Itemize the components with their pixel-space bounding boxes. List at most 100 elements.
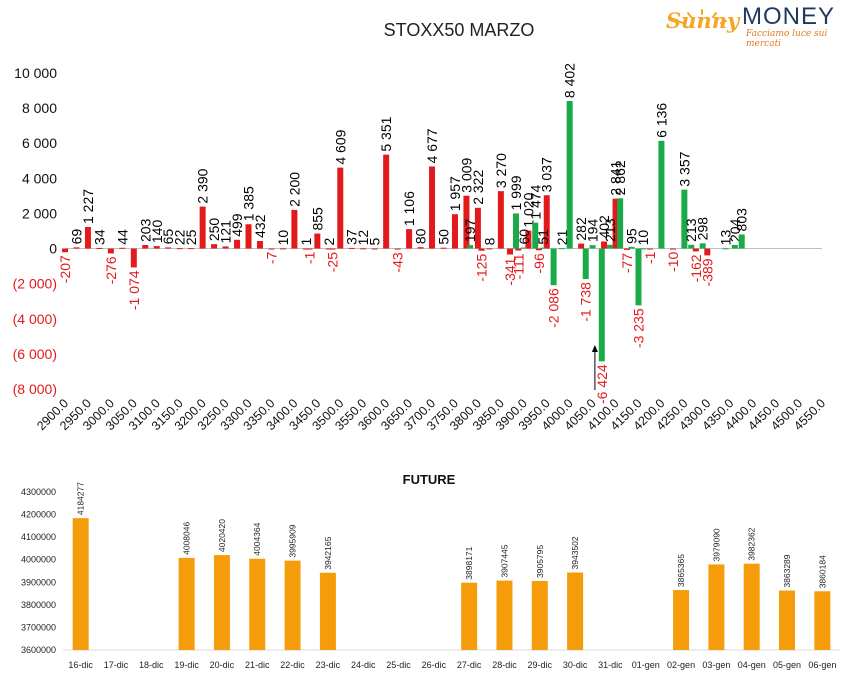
data-label: 3 009 xyxy=(458,157,474,192)
data-label: 2 322 xyxy=(470,170,486,205)
bar xyxy=(486,248,493,250)
data-label: -6 424 xyxy=(594,364,610,404)
data-label: 2 200 xyxy=(286,172,302,207)
data-label: 298 xyxy=(695,217,711,241)
bar xyxy=(429,166,436,249)
x-tick-label: 18-dic xyxy=(139,660,164,670)
bar xyxy=(601,241,608,249)
bar xyxy=(234,239,241,249)
data-label: 121 xyxy=(218,220,234,244)
bar xyxy=(188,248,195,250)
bar xyxy=(406,229,413,249)
y-tick-label: 0 xyxy=(49,241,57,257)
data-label: -1 xyxy=(642,251,658,264)
data-label: 213 xyxy=(683,218,699,242)
x-tick-label: 03-gen xyxy=(702,660,730,670)
chart1-title: STOXX50 MARZO xyxy=(384,20,535,40)
bar xyxy=(130,248,137,268)
data-label: 5 351 xyxy=(378,116,394,151)
data-label: 1 385 xyxy=(241,186,257,221)
bar xyxy=(704,248,711,256)
logo-word-money: MONEY xyxy=(742,3,836,30)
data-label: -125 xyxy=(474,254,490,282)
data-label: 3865365 xyxy=(676,554,686,587)
data-label: 282 xyxy=(573,217,589,241)
data-label: -2 086 xyxy=(546,288,562,328)
data-label: 8 xyxy=(481,237,497,245)
bar xyxy=(607,244,614,249)
bar xyxy=(598,248,605,362)
bar xyxy=(628,246,635,249)
data-label: 140 xyxy=(149,220,165,244)
data-label: 2 390 xyxy=(195,168,211,203)
bar xyxy=(532,222,539,249)
data-label: 4020420 xyxy=(217,519,227,552)
data-label: 37 xyxy=(344,229,360,245)
data-label: 2 841 xyxy=(608,160,624,195)
y-tick-label: (4 000) xyxy=(13,311,57,327)
data-label: 197 xyxy=(462,219,478,243)
bar xyxy=(589,245,596,249)
bar xyxy=(692,248,699,252)
x-tick-label: 04-gen xyxy=(738,660,766,670)
x-tick-label: 02-gen xyxy=(667,660,695,670)
y-tick-label: (6 000) xyxy=(13,346,57,362)
y-tick-label: 4 000 xyxy=(22,170,57,186)
bar xyxy=(738,234,745,249)
bar xyxy=(474,207,481,249)
data-label: 1 227 xyxy=(80,189,96,224)
stoxx50-open-interest-chart: STOXX50 MARZO 10 000 8 000 6 000 4 000 2 000 0… xyxy=(13,20,829,433)
data-label: 803 xyxy=(734,208,750,232)
bar xyxy=(731,244,738,249)
bar xyxy=(722,248,729,250)
bar xyxy=(165,247,172,249)
data-label: 22 xyxy=(172,229,188,245)
x-tick-label: 05-gen xyxy=(773,660,801,670)
data-label: 21 xyxy=(554,229,570,245)
bar xyxy=(291,209,298,249)
data-label: 95 xyxy=(624,228,640,244)
bar xyxy=(578,243,585,249)
data-label: -43 xyxy=(390,252,406,272)
data-label: -389 xyxy=(699,258,715,286)
bar xyxy=(440,247,447,249)
data-label: 10 xyxy=(635,230,651,246)
bar xyxy=(612,198,619,249)
bar xyxy=(658,140,665,249)
data-label: -96 xyxy=(531,253,547,273)
bar xyxy=(635,248,642,306)
data-label: 25 xyxy=(183,229,199,245)
y-tick-label: 3600000 xyxy=(21,645,56,655)
data-label: 5 xyxy=(367,237,383,245)
data-label: -1 xyxy=(302,251,318,264)
x-tick-label: 29-dic xyxy=(528,660,553,670)
sun-icon xyxy=(677,9,727,24)
bar xyxy=(394,248,401,250)
bar xyxy=(62,248,68,253)
data-label: 203 xyxy=(137,218,153,242)
bar xyxy=(176,248,183,250)
bar xyxy=(72,518,89,650)
bar xyxy=(222,246,229,249)
data-label: -10 xyxy=(665,252,681,272)
x-tick-label: 19-dic xyxy=(174,660,199,670)
bar xyxy=(708,564,725,650)
bar xyxy=(96,247,103,249)
data-label: 60 xyxy=(516,229,532,245)
bar xyxy=(268,248,275,250)
bar xyxy=(84,227,91,249)
x-tick-label: 27-dic xyxy=(457,660,482,670)
data-label: 4 677 xyxy=(424,128,440,163)
data-label: 3943502 xyxy=(570,536,580,569)
x-tick-label: 22-dic xyxy=(280,660,305,670)
x-tick-label: 06-gen xyxy=(808,660,836,670)
data-label: 194 xyxy=(585,219,601,243)
bar xyxy=(383,154,390,249)
bar xyxy=(213,555,230,650)
data-label: 50 xyxy=(436,229,452,245)
data-label: -1 074 xyxy=(126,270,142,310)
data-label: 402 xyxy=(596,215,612,239)
bar xyxy=(520,247,527,249)
y-tick-label: 2 000 xyxy=(22,205,57,221)
